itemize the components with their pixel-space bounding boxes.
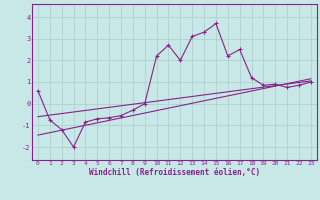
X-axis label: Windchill (Refroidissement éolien,°C): Windchill (Refroidissement éolien,°C) xyxy=(89,168,260,177)
